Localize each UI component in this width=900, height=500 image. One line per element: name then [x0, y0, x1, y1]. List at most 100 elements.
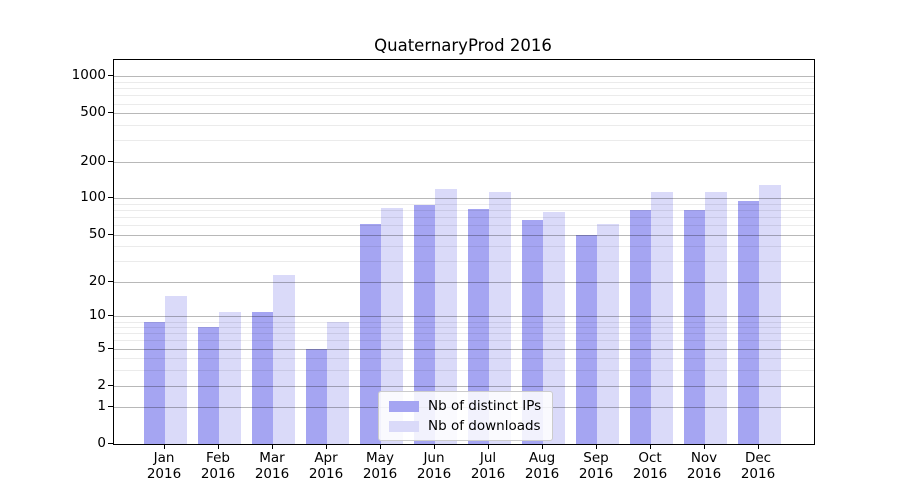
bar-nb-of-distinct-ips-dec: [737, 200, 759, 444]
x-axis-tick: [326, 444, 327, 449]
month-label: Aug: [528, 450, 556, 466]
x-axis-tick: [488, 444, 489, 449]
month-label: Jan: [153, 450, 175, 466]
gridline-minor: [114, 370, 814, 372]
bar-nb-of-distinct-ips-apr: [305, 348, 327, 444]
x-tick-label-dec: Dec 2016: [728, 450, 788, 482]
x-axis-tick: [758, 444, 759, 449]
bar-nb-of-distinct-ips-may: [359, 223, 381, 444]
y-tick-label: 10: [88, 307, 106, 324]
gridline-major: [114, 282, 814, 284]
year-label: 2016: [470, 466, 506, 482]
year-label: 2016: [686, 466, 722, 482]
bar-nb-of-downloads-sep: [597, 224, 619, 444]
bar-nb-of-downloads-jun: [435, 188, 457, 444]
year-label: 2016: [200, 466, 236, 482]
y-axis-tick: [108, 315, 113, 317]
y-axis-tick: [108, 75, 113, 77]
month-label: May: [366, 450, 394, 466]
gridline-minor: [114, 95, 814, 97]
bar-nb-of-distinct-ips-feb: [197, 327, 219, 444]
legend: Nb of distinct IPs Nb of downloads: [378, 391, 554, 441]
year-label: 2016: [578, 466, 614, 482]
legend-label-distinct-ips: Nb of distinct IPs: [428, 398, 542, 414]
bar-nb-of-downloads-dec: [759, 184, 781, 444]
y-axis-tick: [108, 281, 113, 283]
y-tick-label: 0: [97, 435, 106, 451]
year-label: 2016: [254, 466, 290, 482]
month-label: Dec: [744, 450, 772, 466]
gridline-minor: [114, 88, 814, 90]
bar-nb-of-downloads-nov: [705, 192, 727, 444]
y-tick-label: 200: [80, 152, 106, 169]
x-axis-tick: [596, 444, 597, 449]
gridline-major: [114, 76, 814, 78]
month-label: Mar: [259, 450, 285, 466]
month-label: Jun: [423, 450, 445, 466]
gridline-minor: [114, 321, 814, 323]
y-tick-label: 50: [88, 225, 106, 242]
x-tick-label-apr: Apr 2016: [296, 450, 356, 482]
x-axis-tick: [380, 444, 381, 449]
gridline-major: [114, 385, 814, 387]
bar-nb-of-distinct-ips-mar: [251, 311, 273, 444]
x-axis-tick: [218, 444, 219, 449]
gridline-minor: [114, 217, 814, 219]
month-label: Feb: [206, 450, 230, 466]
gridline-minor: [114, 82, 814, 84]
gridline-minor: [114, 340, 814, 342]
x-tick-label-sep: Sep 2016: [566, 450, 626, 482]
gridline-major: [114, 113, 814, 115]
bar-nb-of-downloads-mar: [273, 274, 295, 444]
gridline-major: [114, 234, 814, 236]
gridline-minor: [114, 210, 814, 212]
y-axis-tick: [108, 443, 113, 444]
x-axis-tick: [164, 444, 165, 449]
year-label: 2016: [308, 466, 344, 482]
month-label: Apr: [314, 450, 338, 466]
year-label: 2016: [146, 466, 182, 482]
x-tick-label-aug: Aug 2016: [512, 450, 572, 482]
x-tick-label-jul: Jul 2016: [458, 450, 518, 482]
bar-nb-of-distinct-ips-oct: [629, 209, 651, 444]
month-label: Nov: [690, 450, 718, 466]
y-tick-label: 5: [97, 339, 106, 356]
x-tick-label-may: May 2016: [350, 450, 410, 482]
month-label: Jul: [479, 450, 497, 466]
y-axis-tick: [108, 233, 113, 235]
y-axis-tick: [108, 112, 113, 114]
x-tick-label-feb: Feb 2016: [188, 450, 248, 482]
year-label: 2016: [632, 466, 668, 482]
year-label: 2016: [524, 466, 560, 482]
gridline-minor: [114, 204, 814, 206]
bar-nb-of-distinct-ips-jan: [143, 321, 165, 444]
gridline-minor: [114, 261, 814, 263]
bar-nb-of-downloads-jul: [489, 192, 511, 444]
legend-item-downloads: Nb of downloads: [389, 418, 541, 434]
gridline-minor: [114, 327, 814, 329]
gridline-minor: [114, 225, 814, 227]
x-axis-tick: [704, 444, 705, 449]
x-tick-label-jan: Jan 2016: [134, 450, 194, 482]
y-axis-tick: [108, 160, 113, 162]
y-axis-tick: [108, 347, 113, 349]
legend-swatch-distinct-ips: [389, 400, 419, 412]
x-tick-label-mar: Mar 2016: [242, 450, 302, 482]
y-tick-label: 500: [80, 104, 106, 121]
y-tick-label: 2: [97, 376, 106, 393]
month-label: Sep: [583, 450, 609, 466]
y-tick-label: 1: [97, 398, 106, 415]
x-axis-tick: [542, 444, 543, 449]
y-axis-tick: [108, 197, 113, 199]
bar-nb-of-downloads-aug: [543, 212, 565, 444]
month-label: Oct: [638, 450, 662, 466]
bar-nb-of-downloads-may: [381, 207, 403, 444]
y-axis-tick: [108, 406, 113, 408]
bar-nb-of-downloads-jan: [165, 296, 187, 444]
year-label: 2016: [416, 466, 452, 482]
chart-title: QuaternaryProd 2016: [374, 36, 552, 55]
x-tick-label-jun: Jun 2016: [404, 450, 464, 482]
bar-nb-of-distinct-ips-jul: [467, 208, 489, 444]
legend-label-downloads: Nb of downloads: [428, 418, 541, 434]
